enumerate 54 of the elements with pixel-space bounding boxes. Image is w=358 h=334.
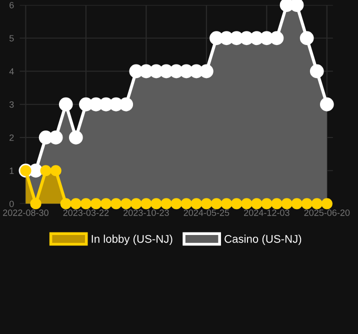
point bbox=[58, 97, 73, 112]
point bbox=[160, 198, 172, 210]
point bbox=[311, 198, 322, 210]
point bbox=[200, 198, 212, 210]
point bbox=[210, 198, 222, 210]
x-tick-label: 2024-12-03 bbox=[244, 210, 290, 216]
y-tick-label: 5 bbox=[9, 35, 14, 42]
y-tick-label: 4 bbox=[9, 68, 14, 75]
point bbox=[100, 198, 112, 210]
legend-label: In lobby (US-NJ) bbox=[92, 234, 172, 246]
point bbox=[140, 198, 152, 210]
point bbox=[120, 198, 132, 210]
point bbox=[291, 198, 302, 210]
point bbox=[50, 165, 62, 176]
point bbox=[300, 31, 314, 46]
point bbox=[80, 198, 92, 210]
point bbox=[220, 198, 232, 210]
point bbox=[281, 198, 292, 210]
y-tick-label: 6 bbox=[10, 2, 14, 8]
point bbox=[301, 198, 312, 210]
point bbox=[110, 198, 122, 210]
point bbox=[321, 198, 332, 210]
y-tick-label: 3 bbox=[9, 101, 14, 108]
point bbox=[190, 198, 202, 210]
point bbox=[310, 64, 324, 78]
x-tick-label: 2023-03-22 bbox=[63, 210, 109, 216]
point bbox=[271, 198, 282, 210]
point bbox=[170, 198, 182, 210]
point bbox=[40, 165, 52, 176]
point bbox=[320, 97, 334, 112]
point bbox=[119, 97, 134, 112]
x-tick-label: 2023-10-23 bbox=[124, 210, 169, 216]
y-tick-label: 1 bbox=[10, 168, 14, 174]
point bbox=[290, 0, 304, 12]
point bbox=[150, 198, 162, 210]
point bbox=[180, 198, 192, 210]
x-tick-label: 2024-05-25 bbox=[184, 210, 230, 216]
point bbox=[270, 31, 284, 46]
point bbox=[30, 198, 42, 210]
point bbox=[130, 198, 142, 210]
x-tick-label: 2022-08-30 bbox=[3, 210, 48, 216]
point bbox=[231, 198, 242, 210]
point bbox=[70, 198, 82, 210]
point bbox=[261, 198, 272, 210]
y-tick-label: 2 bbox=[10, 134, 14, 141]
point bbox=[251, 198, 262, 210]
point bbox=[60, 198, 72, 210]
point bbox=[48, 130, 63, 144]
point bbox=[241, 198, 252, 210]
point bbox=[68, 130, 83, 144]
point bbox=[90, 198, 102, 210]
legend-label: Casino (US-NJ) bbox=[224, 234, 302, 246]
y-tick-label: 0 bbox=[9, 200, 14, 208]
x-tick-label: 2025-06-20 bbox=[304, 210, 350, 216]
